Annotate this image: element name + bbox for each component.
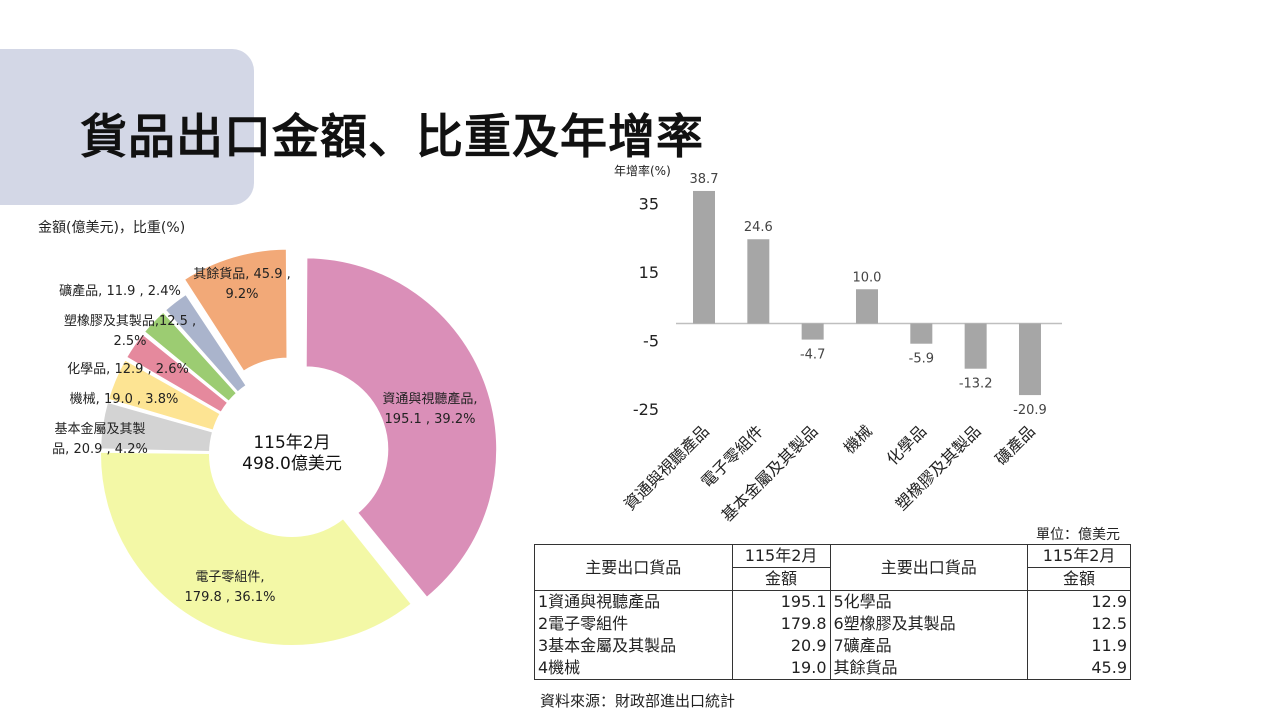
title-banner <box>0 49 254 205</box>
table-cell-item: 6塑橡膠及其製品 <box>829 613 1029 635</box>
donut-slice-1 <box>304 256 499 600</box>
bar-5 <box>910 323 933 344</box>
bar-y-tick-label: 15 <box>639 263 659 282</box>
donut-slice-3 <box>99 400 215 454</box>
donut-slice-label: 塑橡膠及其製品,12.5 , 2.5% <box>64 312 196 352</box>
bar-category-label: 礦產品 <box>991 421 1038 468</box>
bar-y-axis-label: 年增率(%) <box>614 163 671 178</box>
table-row: 3基本金屬及其製品 20.9 7礦產品 11.9 <box>534 635 1131 657</box>
bar-value-label: -5.9 <box>909 352 934 367</box>
bar-value-label: 38.7 <box>690 172 719 187</box>
slice-label-line2: 2.5% <box>113 334 147 349</box>
table-cell-amount: 12.9 <box>1027 590 1131 613</box>
table-row: 2電子零組件 179.8 6塑橡膠及其製品 12.5 <box>534 613 1131 635</box>
table-cell-amount: 20.9 <box>731 635 831 657</box>
table-cell-amount: 179.8 <box>731 613 831 635</box>
donut-slice-label: 化學品, 12.9 , 2.6% <box>67 360 189 380</box>
bar-7 <box>1018 323 1041 396</box>
donut-slice-5 <box>124 332 230 415</box>
table-header-item-left: 主要出口貨品 <box>534 544 733 591</box>
bar-category-label: 基本金屬及其製品 <box>718 421 822 525</box>
bar-4 <box>855 289 878 324</box>
donut-slice-label: 資通與視聽產品, 195.1 , 39.2% <box>382 390 477 430</box>
pie-unit-label: 金額(億美元)，比重(%) <box>38 220 186 236</box>
slice-label-line2: 9.2% <box>225 287 259 302</box>
donut-center-total: 498.0億美元 <box>242 454 342 474</box>
table-cell-item: 7礦產品 <box>829 635 1029 657</box>
donut-slice-4 <box>106 358 222 432</box>
table-cell-item: 2電子零組件 <box>534 613 733 635</box>
data-source-note: 資料來源：財政部進出口統計 <box>540 692 736 710</box>
table-row: 1資通與視聽產品 195.1 5化學品 12.9 <box>534 590 1131 613</box>
donut-center-period: 115年2月 <box>253 433 330 453</box>
table-header-period-right: 115年2月 <box>1027 544 1131 568</box>
bar-y-tick-label: 35 <box>639 195 659 214</box>
bar-value-label: -4.7 <box>800 348 825 363</box>
table-header-amount-left: 金額 <box>731 567 831 591</box>
export-table: 主要出口貨品 115年2月 主要出口貨品 115年2月 金額 金額 1資通與視聽… <box>534 544 1131 680</box>
table-cell-item: 1資通與視聽產品 <box>534 590 733 613</box>
slice-label-line2: 179.8 , 36.1% <box>184 590 276 605</box>
donut-slice-7 <box>163 292 249 394</box>
page-title: 貨品出口金額、比重及年增率 <box>80 110 704 165</box>
slice-label-line1: 基本金屬及其製 <box>54 422 146 437</box>
slice-label-line1: 化學品, 12.9 , 2.6% <box>67 362 189 377</box>
bar-category-label: 資通與視聽產品 <box>620 421 713 514</box>
slice-label-line2: 品, 20.9 , 4.2% <box>52 442 148 457</box>
donut-slice-label: 礦產品, 11.9 , 2.4% <box>59 282 181 302</box>
table-row: 4機械 19.0 其餘貨品 45.9 <box>534 657 1131 680</box>
bar-value-label: 10.0 <box>853 270 882 285</box>
slice-label-line1: 其餘貨品, 45.9 , <box>193 267 291 282</box>
table-cell-amount: 11.9 <box>1027 635 1131 657</box>
bar-value-label: -13.2 <box>959 377 993 392</box>
donut-chart: 115年2月 498.0億美元 <box>99 247 499 647</box>
table-cell-amount: 19.0 <box>731 657 831 680</box>
table-header-item-right: 主要出口貨品 <box>829 544 1029 591</box>
donut-slice-label: 機械, 19.0 , 3.8% <box>70 390 179 410</box>
donut-slice-label: 基本金屬及其製 品, 20.9 , 4.2% <box>52 420 148 460</box>
bar-y-tick-label: -5 <box>643 332 659 351</box>
bar-2 <box>747 239 770 324</box>
table-cell-amount: 12.5 <box>1027 613 1131 635</box>
bar-category-label: 機械 <box>840 421 876 457</box>
donut-slice-label: 其餘貨品, 45.9 , 9.2% <box>193 265 290 305</box>
donut-slice-8 <box>182 247 289 374</box>
growth-bar-chart: 年增率(%) 35 15 -5 -25 38.7 24.6 -4.7 10.0 -5.9 -13… <box>614 163 1062 525</box>
table-header-amount-right: 金額 <box>1027 567 1131 591</box>
bar-3 <box>801 323 824 340</box>
slice-label-line1: 塑橡膠及其製品,12.5 , <box>63 314 197 329</box>
donut-slice-2 <box>99 450 414 647</box>
table-cell-amount: 45.9 <box>1027 657 1131 680</box>
slice-label-line1: 電子零組件, <box>195 570 265 585</box>
slice-label-line2: 195.1 , 39.2% <box>384 412 476 427</box>
slice-label-line1: 機械, 19.0 , 3.8% <box>69 392 179 407</box>
bar-1 <box>693 190 715 324</box>
bar-value-label: 24.6 <box>744 220 773 235</box>
bar-6 <box>964 323 987 369</box>
slice-label-line1: 礦產品, 11.9 , 2.4% <box>59 284 181 299</box>
table-cell-item: 4機械 <box>534 657 733 680</box>
bar-y-tick-label: -25 <box>633 400 659 419</box>
bar-category-label: 化學品 <box>883 421 930 468</box>
table-cell-amount: 195.1 <box>731 590 831 613</box>
table-cell-item: 5化學品 <box>829 590 1029 613</box>
table-cell-item: 其餘貨品 <box>829 657 1029 680</box>
table-unit: 單位：億美元 <box>1036 527 1120 543</box>
table-header-period-left: 115年2月 <box>731 544 831 568</box>
donut-slice-6 <box>142 310 239 404</box>
slice-label-line1: 資通與視聽產品, <box>382 392 478 407</box>
donut-slice-label: 電子零組件, 179.8 , 36.1% <box>185 568 276 608</box>
bar-value-label: -20.9 <box>1013 403 1047 418</box>
table-cell-item: 3基本金屬及其製品 <box>534 635 733 657</box>
